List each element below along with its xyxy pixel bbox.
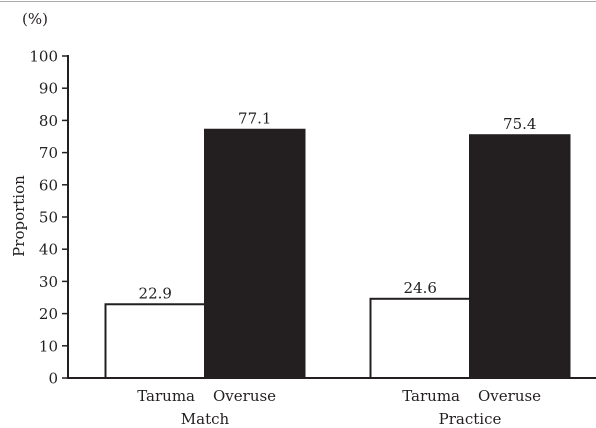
- y-tick-label-20: 20: [39, 305, 58, 323]
- y-tick-label-60: 60: [39, 176, 58, 194]
- y-tick-label-90: 90: [39, 80, 58, 98]
- x-tick-label-overuse-match: Overuse: [213, 387, 276, 405]
- data-labels: 22.9 77.1 24.6 75.4: [139, 110, 537, 303]
- bar-taruma-match: [104, 303, 206, 379]
- bars: [104, 128, 571, 379]
- x-group-label-match: Match: [181, 410, 230, 428]
- data-label-overuse-practice: 75.4: [503, 115, 536, 133]
- x-axis-labels: Taruma Overuse Match Taruma Overuse Practice: [137, 387, 541, 428]
- y-tick-label-30: 30: [39, 273, 58, 291]
- y-axis-ticks: 0 10 20 30 40 50 60 70 80 90 100: [29, 48, 68, 388]
- y-tick-label-50: 50: [39, 209, 58, 227]
- data-label-overuse-match: 77.1: [238, 110, 271, 128]
- y-tick-label-0: 0: [48, 370, 58, 388]
- unit-label: (%): [22, 10, 48, 28]
- bar-overuse-practice: [469, 134, 571, 379]
- top-rule: [0, 1, 596, 2]
- x-group-label-practice: Practice: [439, 410, 502, 428]
- bar-taruma-practice: [369, 297, 471, 379]
- y-axis-label: Proportion: [10, 175, 28, 257]
- y-tick-label-80: 80: [39, 112, 58, 130]
- data-label-taruma-match: 22.9: [139, 284, 172, 302]
- x-tick-label-overuse-practice: Overuse: [478, 387, 541, 405]
- y-tick-label-100: 100: [29, 48, 58, 66]
- x-tick-label-taruma-match: Taruma: [137, 387, 195, 405]
- bar-overuse-match: [204, 128, 306, 379]
- data-label-taruma-practice: 24.6: [404, 279, 437, 297]
- y-tick-label-70: 70: [39, 144, 58, 162]
- y-tick-label-40: 40: [39, 241, 58, 259]
- y-tick-label-10: 10: [39, 337, 58, 355]
- x-tick-label-taruma-practice: Taruma: [402, 387, 460, 405]
